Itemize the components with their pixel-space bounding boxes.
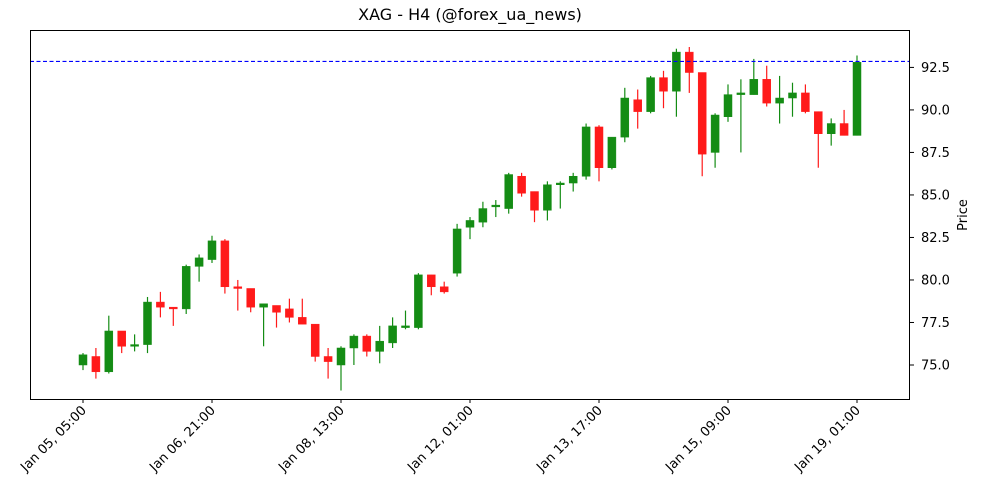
x-tick-label: Jan 19, 01:00 bbox=[791, 403, 863, 475]
y-tick-label: 80.0 bbox=[921, 273, 950, 288]
y-axis-label: Price bbox=[956, 199, 971, 231]
candle-bullish bbox=[78, 353, 88, 371]
candle-bearish bbox=[439, 281, 449, 294]
candle-bullish bbox=[491, 200, 501, 218]
candle-bullish bbox=[504, 172, 513, 214]
candles-layer bbox=[78, 47, 862, 391]
candle-bearish bbox=[220, 239, 230, 294]
y-axis: 75.0 77.5 80.0 82.5 85.0 87.5 90.0 92.5 bbox=[910, 61, 950, 373]
candle-bullish bbox=[259, 303, 268, 347]
candle-bullish bbox=[736, 79, 746, 153]
candle-bearish bbox=[633, 89, 642, 129]
axes-frame bbox=[30, 30, 910, 400]
candle-bullish bbox=[607, 136, 617, 170]
candle-bearish bbox=[272, 305, 281, 328]
candle-bullish bbox=[452, 223, 462, 277]
chart-title: XAG - H4 (@forex_ua_news) bbox=[358, 5, 582, 24]
candle-bearish bbox=[323, 347, 333, 379]
candle-bearish bbox=[530, 191, 539, 223]
candle-bullish bbox=[401, 310, 410, 330]
candle-bullish bbox=[723, 84, 733, 122]
candle-bullish bbox=[543, 181, 552, 221]
candle-bearish bbox=[117, 330, 126, 354]
candle-bearish bbox=[310, 323, 320, 362]
candle-bearish bbox=[91, 347, 101, 379]
candle-bullish bbox=[104, 315, 114, 374]
candle-bullish bbox=[207, 235, 217, 263]
candle-bullish bbox=[349, 334, 359, 365]
x-tick-label: Jan 05, 05:00 bbox=[17, 403, 89, 475]
y-tick-label: 92.5 bbox=[921, 61, 950, 76]
x-tick-label: Jan 12, 01:00 bbox=[404, 403, 476, 475]
candle-bearish bbox=[156, 291, 165, 318]
candle-bearish bbox=[659, 70, 668, 109]
candle-bearish bbox=[697, 72, 707, 177]
candle-bullish bbox=[620, 87, 630, 143]
x-tick-label: Jan 15, 09:00 bbox=[662, 403, 734, 475]
y-tick-label: 77.5 bbox=[921, 316, 950, 331]
candle-bearish bbox=[285, 298, 294, 323]
x-tick-label: Jan 06, 21:00 bbox=[146, 403, 218, 475]
candle-bullish bbox=[646, 75, 655, 114]
candle-bullish bbox=[775, 75, 784, 124]
candle-bullish bbox=[375, 325, 384, 364]
candle-bullish bbox=[556, 181, 565, 209]
y-tick-label: 85.0 bbox=[921, 188, 950, 203]
candle-bullish bbox=[581, 123, 591, 180]
candle-bearish bbox=[517, 172, 526, 197]
candle-bullish bbox=[852, 55, 862, 136]
candle-bullish bbox=[749, 58, 759, 95]
candle-bearish bbox=[169, 306, 178, 326]
candle-bullish bbox=[414, 273, 423, 330]
candle-bullish bbox=[710, 113, 720, 168]
candle-bullish bbox=[336, 346, 346, 391]
candle-bullish bbox=[388, 317, 397, 348]
candle-bullish bbox=[130, 334, 139, 352]
candle-bullish bbox=[478, 201, 488, 228]
candle-bearish bbox=[801, 84, 810, 114]
candle-bullish bbox=[788, 82, 797, 117]
x-tick-label: Jan 13, 17:00 bbox=[533, 403, 605, 475]
candle-bearish bbox=[839, 109, 849, 136]
candle-bullish bbox=[181, 264, 191, 314]
candle-bullish bbox=[568, 172, 578, 192]
candle-bearish bbox=[685, 47, 694, 93]
candle-bearish bbox=[762, 65, 771, 107]
candle-bearish bbox=[594, 125, 604, 182]
candle-bearish bbox=[814, 111, 823, 168]
candle-bearish bbox=[298, 298, 307, 325]
candle-bullish bbox=[143, 296, 152, 354]
y-tick-label: 87.5 bbox=[921, 146, 950, 161]
candle-bearish bbox=[233, 279, 243, 311]
y-tick-label: 82.5 bbox=[921, 231, 950, 246]
y-tick-label: 75.0 bbox=[921, 358, 950, 373]
candle-bearish bbox=[427, 274, 436, 296]
candle-bullish bbox=[672, 48, 681, 117]
candle-bullish bbox=[194, 254, 204, 282]
candle-bearish bbox=[246, 288, 255, 313]
x-axis: Jan 05, 05:00 Jan 06, 21:00 Jan 08, 13:00 J… bbox=[17, 399, 864, 476]
candle-bullish bbox=[826, 118, 836, 146]
y-tick-label: 90.0 bbox=[921, 103, 950, 118]
x-tick-label: Jan 08, 13:00 bbox=[275, 403, 347, 475]
candle-bullish bbox=[465, 217, 475, 240]
candle-bearish bbox=[362, 334, 372, 357]
